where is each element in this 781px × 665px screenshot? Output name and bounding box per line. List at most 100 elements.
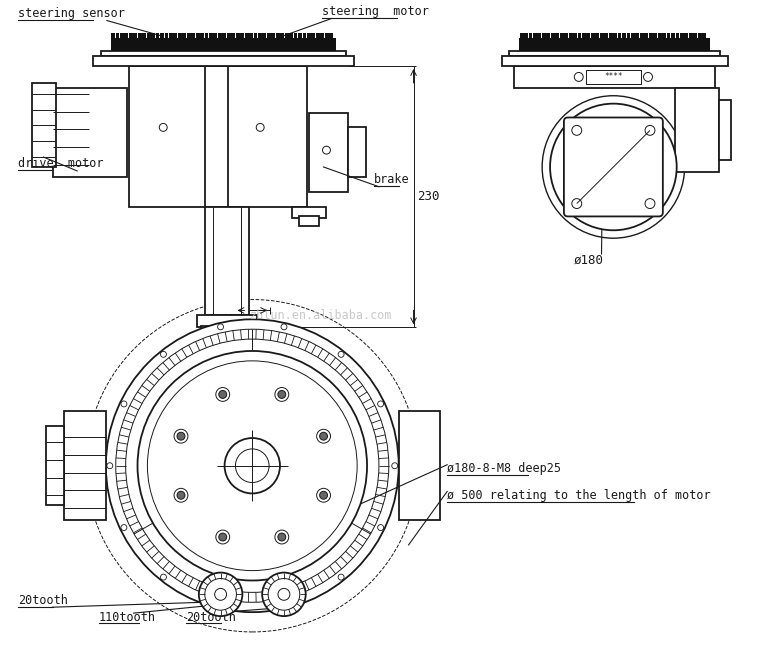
Bar: [267, 33, 271, 39]
Bar: [547, 33, 551, 39]
Circle shape: [199, 573, 242, 616]
Bar: [191, 33, 195, 39]
Bar: [587, 33, 590, 39]
Circle shape: [216, 388, 230, 402]
Circle shape: [316, 488, 330, 502]
Circle shape: [219, 533, 226, 541]
Bar: [626, 33, 630, 39]
Bar: [694, 33, 697, 39]
Bar: [147, 33, 151, 39]
Bar: [308, 112, 348, 192]
Bar: [205, 33, 209, 39]
Bar: [330, 33, 333, 39]
Bar: [600, 33, 604, 39]
Bar: [529, 33, 533, 39]
Bar: [169, 33, 173, 39]
Bar: [124, 33, 128, 39]
Text: 60: 60: [219, 321, 234, 334]
Circle shape: [137, 351, 367, 581]
Circle shape: [278, 390, 286, 398]
Bar: [47, 426, 64, 505]
Bar: [325, 33, 329, 39]
Bar: [640, 33, 644, 39]
Bar: [226, 33, 230, 39]
Bar: [213, 33, 217, 39]
Text: ø180-8-M8 deep25: ø180-8-M8 deep25: [448, 462, 562, 475]
Bar: [226, 66, 307, 207]
Circle shape: [319, 491, 327, 499]
Text: 120°: 120°: [144, 396, 172, 427]
Bar: [564, 33, 568, 39]
Bar: [262, 33, 266, 39]
Circle shape: [106, 319, 398, 612]
Bar: [653, 33, 657, 39]
Circle shape: [550, 104, 676, 230]
Bar: [689, 33, 693, 39]
Circle shape: [275, 388, 289, 402]
Bar: [271, 33, 275, 39]
Bar: [533, 33, 537, 39]
Bar: [200, 33, 204, 39]
Text: zhlun.en.alibaba.com: zhlun.en.alibaba.com: [250, 309, 393, 322]
Bar: [254, 33, 258, 39]
Bar: [719, 100, 731, 160]
Bar: [515, 66, 715, 88]
Bar: [218, 33, 222, 39]
Text: 110tooth: 110tooth: [99, 610, 156, 624]
FancyBboxPatch shape: [564, 118, 663, 216]
Bar: [675, 88, 719, 172]
Bar: [276, 33, 280, 39]
Bar: [312, 33, 316, 39]
Bar: [258, 33, 262, 39]
Bar: [587, 70, 640, 84]
Bar: [631, 33, 635, 39]
Bar: [196, 33, 199, 39]
Bar: [155, 33, 159, 39]
Bar: [519, 33, 523, 39]
Bar: [201, 327, 253, 335]
Bar: [129, 66, 208, 207]
Bar: [205, 207, 249, 315]
Bar: [697, 33, 701, 39]
Bar: [551, 33, 555, 39]
Bar: [622, 33, 626, 39]
Text: 230: 230: [418, 190, 440, 203]
Bar: [209, 33, 213, 39]
Bar: [320, 33, 324, 39]
Bar: [569, 33, 572, 39]
Bar: [649, 33, 653, 39]
Bar: [53, 88, 127, 177]
Bar: [289, 33, 293, 39]
Circle shape: [216, 530, 230, 544]
Bar: [573, 33, 577, 39]
Bar: [93, 56, 354, 66]
Bar: [298, 33, 302, 39]
Bar: [236, 33, 240, 39]
Bar: [32, 83, 56, 167]
Bar: [178, 33, 182, 39]
Bar: [292, 207, 326, 218]
Bar: [560, 33, 564, 39]
Bar: [658, 33, 662, 39]
Bar: [244, 33, 248, 39]
Bar: [142, 33, 146, 39]
Bar: [294, 33, 298, 39]
Bar: [501, 56, 728, 66]
Bar: [152, 33, 155, 39]
Bar: [595, 33, 599, 39]
Bar: [537, 33, 541, 39]
Bar: [509, 51, 720, 56]
Bar: [348, 128, 366, 177]
Bar: [223, 33, 226, 39]
Bar: [285, 33, 289, 39]
Bar: [64, 412, 106, 520]
Bar: [684, 33, 688, 39]
Text: ø 500 relating to the length of motor: ø 500 relating to the length of motor: [448, 489, 711, 502]
Bar: [134, 33, 137, 39]
Circle shape: [316, 430, 330, 443]
Bar: [160, 33, 164, 39]
Circle shape: [225, 438, 280, 493]
Bar: [608, 33, 612, 39]
Bar: [604, 33, 608, 39]
Bar: [613, 33, 617, 39]
